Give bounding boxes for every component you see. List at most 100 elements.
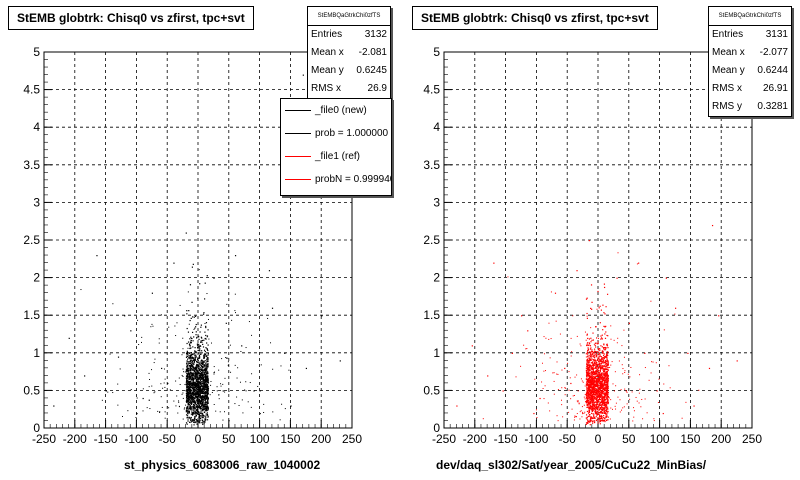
scatter-point [193, 400, 196, 402]
scatter-point [194, 416, 196, 419]
scatter-point [193, 390, 195, 392]
scatter-point [204, 383, 207, 385]
scatter-point [196, 423, 198, 425]
scatter-point [186, 350, 188, 352]
scatter-point [184, 384, 186, 386]
scatter-point [596, 383, 599, 385]
scatter-point [602, 391, 604, 393]
scatter-point [591, 374, 593, 376]
scatter-point [205, 415, 207, 417]
scatter-point [200, 360, 202, 362]
scatter-point [598, 361, 600, 363]
scatter-point [204, 351, 206, 353]
scatter-point [592, 332, 594, 334]
scatter-point [626, 403, 628, 405]
scatter-point [205, 382, 207, 384]
scatter-point [198, 403, 200, 405]
scatter-point [193, 401, 195, 403]
scatter-point [186, 342, 188, 345]
scatter-point [597, 392, 599, 394]
scatter-point [601, 388, 603, 390]
scatter-point [604, 375, 606, 378]
scatter-point [193, 424, 195, 426]
scatter-point [205, 375, 207, 377]
scatter-point [186, 360, 188, 362]
scatter-point [189, 362, 191, 364]
scatter-point [663, 329, 665, 331]
scatter-point [197, 379, 199, 381]
scatter-point [196, 360, 198, 362]
scatter-point [596, 378, 598, 381]
scatter-point [610, 325, 612, 327]
scatter-point [549, 410, 551, 412]
scatter-point [234, 310, 236, 312]
scatter-point [190, 354, 192, 356]
scatter-point [607, 397, 609, 399]
scatter-point [191, 366, 194, 368]
scatter-point [601, 377, 604, 379]
scatter-point [199, 399, 201, 402]
scatter-point [193, 404, 195, 406]
scatter-point [206, 403, 208, 405]
scatter-point [202, 417, 204, 419]
scatter-point [191, 396, 194, 399]
scatter-point [198, 398, 201, 400]
scatter-point [197, 364, 199, 367]
x-tick-label: 0 [595, 432, 602, 446]
scatter-point [196, 408, 199, 410]
scatter-point [186, 406, 188, 408]
scatter-point [553, 393, 555, 395]
scatter-point [189, 319, 191, 322]
scatter-point [198, 362, 200, 364]
scatter-point [190, 386, 192, 388]
scatter-point [595, 405, 597, 407]
scatter-point [736, 360, 738, 362]
scatter-point [167, 406, 169, 408]
scatter-point [228, 390, 230, 392]
scatter-point [203, 406, 206, 408]
scatter-point [225, 357, 227, 359]
scatter-point [202, 404, 205, 406]
scatter-point [606, 393, 608, 395]
scatter-point [188, 404, 191, 406]
scatter-point [196, 399, 198, 402]
scatter-point [189, 395, 191, 397]
scatter-point [592, 380, 594, 382]
scatter-point [592, 413, 594, 415]
scatter-point [201, 377, 203, 379]
scatter-point [586, 297, 588, 299]
scatter-point [200, 415, 202, 417]
scatter-point [203, 399, 205, 401]
scatter-point [589, 408, 591, 410]
scatter-point [590, 382, 592, 385]
scatter-point [603, 407, 605, 410]
scatter-point [201, 369, 203, 371]
scatter-point [595, 370, 597, 372]
scatter-point [196, 343, 199, 345]
scatter-point [593, 397, 595, 399]
scatter-point [201, 372, 203, 374]
scatter-point [187, 379, 189, 381]
scatter-point [198, 411, 200, 413]
scatter-point [601, 392, 604, 394]
scatter-point [191, 419, 193, 421]
scatter-point [198, 345, 200, 347]
scatter-point [600, 337, 603, 339]
scatter-point [198, 414, 200, 416]
scatter-point [593, 343, 595, 345]
scatter-point [593, 390, 595, 393]
scatter-point [581, 416, 583, 418]
scatter-point [190, 362, 192, 364]
scatter-point [586, 364, 589, 366]
scatter-point [604, 383, 606, 386]
scatter-point [199, 391, 201, 393]
scatter-point [203, 387, 205, 389]
scatter-point [163, 382, 165, 384]
scatter-point [601, 373, 603, 375]
scatter-point [186, 376, 188, 378]
scatter-point [606, 358, 608, 360]
scatter-point [199, 417, 201, 419]
scatter-point [534, 378, 536, 380]
scatter-point [195, 334, 197, 336]
scatter-point [602, 329, 604, 331]
